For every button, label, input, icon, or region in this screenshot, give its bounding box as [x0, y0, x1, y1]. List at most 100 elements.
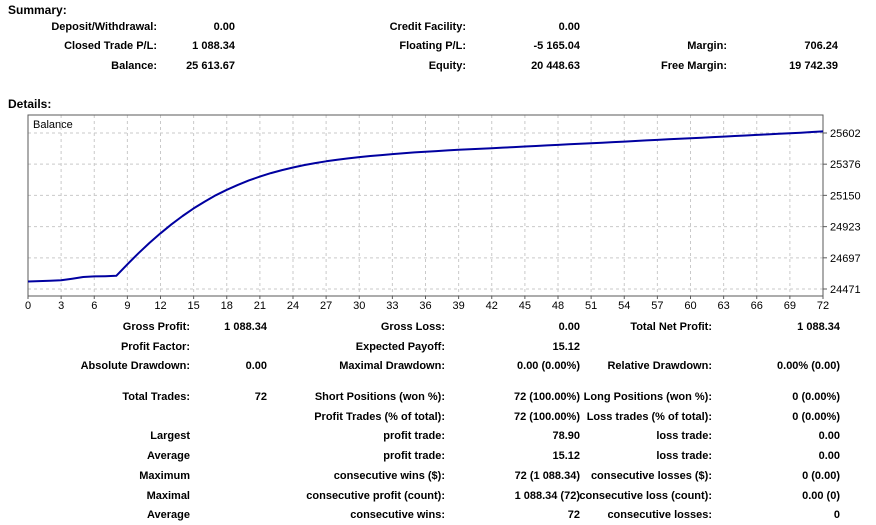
stat-label: loss trade: — [656, 430, 712, 443]
stat-value: 72 — [254, 391, 267, 403]
summary-heading: Summary: — [8, 3, 67, 17]
stat-label: consecutive profit (count): — [306, 489, 445, 502]
stat-value: 72 — [567, 509, 580, 522]
stat-value: 1 088.34 — [797, 321, 840, 333]
stat-value: 72 (100.00%) — [513, 410, 580, 423]
stat-row: Total Trades: 72 Short Positions (won %): 7… — [0, 391, 876, 406]
stat-label: Profit Factor: — [120, 340, 190, 353]
y-axis-label: 25602 — [830, 128, 861, 140]
stat-label: Margin: — [687, 40, 727, 53]
stat-label: Long Positions (won %): — [583, 391, 712, 403]
stat-row: Profit Factor: Expected Payoff: 15.12 — [0, 341, 876, 356]
stat-row: Profit Trades (% of total): 72 (100.00%) L… — [0, 411, 876, 426]
stat-label: profit trade: — [383, 430, 445, 443]
stat-label: profit trade: — [383, 450, 445, 463]
y-axis-label: 25376 — [830, 159, 861, 171]
stat-row: Balance: 25 613.67 Equity: 20 448.63 Free Ma… — [0, 60, 876, 75]
x-axis-label: 63 — [718, 300, 730, 312]
y-axis-label: 24923 — [830, 222, 861, 234]
x-axis-label: 42 — [486, 300, 498, 312]
stat-row: Closed Trade P/L: 1 088.34 Floating P/L: -5… — [0, 40, 876, 55]
stat-value: 1 088.34 — [224, 321, 267, 333]
stat-label: Equity: — [428, 59, 466, 72]
x-axis-label: 60 — [684, 300, 696, 312]
x-axis-label: 66 — [751, 300, 763, 312]
stat-value: 0.00 — [558, 21, 580, 33]
x-axis-label: 36 — [419, 300, 431, 312]
stat-value: 0.00 — [818, 450, 840, 463]
stat-value: 1 088.34 — [192, 40, 235, 53]
stat-row: Absolute Drawdown: 0.00 Maximal Drawdown: 0… — [0, 360, 876, 375]
stat-row: Gross Profit: 1 088.34 Gross Loss: 0.00 Tota… — [0, 321, 876, 336]
stat-label: Floating P/L: — [399, 40, 466, 53]
stat-row: Maximum consecutive wins ($): 72 (1 088.34… — [0, 470, 876, 485]
x-axis-label: 51 — [585, 300, 597, 312]
stat-label: Average — [146, 450, 190, 463]
stat-value: 72 (100.00%) — [513, 391, 580, 403]
details-heading: Details: — [8, 97, 52, 111]
x-axis-label: 12 — [154, 300, 166, 312]
x-axis-label: 6 — [91, 300, 97, 312]
stat-label: Total Net Profit: — [630, 321, 712, 333]
x-axis-label: 21 — [254, 300, 266, 312]
stat-label: Total Trades: — [122, 391, 190, 403]
balance-line — [27, 130, 824, 283]
stat-label: Relative Drawdown: — [607, 360, 712, 372]
y-axis-label: 24471 — [830, 284, 861, 296]
chart-frame — [27, 114, 824, 297]
stat-row: Deposit/Withdrawal: 0.00 Credit Facility: 0… — [0, 21, 876, 36]
stat-label: loss trade: — [656, 450, 712, 463]
x-axis-label: 30 — [353, 300, 365, 312]
stat-label: Closed Trade P/L: — [64, 40, 157, 53]
stat-value: 19 742.39 — [789, 59, 838, 72]
stat-value: 0 — [833, 509, 840, 522]
stat-label: consecutive losses: — [607, 509, 712, 522]
x-axis-label: 9 — [124, 300, 130, 312]
stat-row: Average consecutive wins: 72 consecutive lo… — [0, 509, 876, 524]
x-axis-label: 72 — [817, 300, 829, 312]
stat-value: 0.00 (0.00%) — [517, 360, 580, 372]
x-axis-label: 18 — [221, 300, 233, 312]
x-axis-label: 3 — [58, 300, 64, 312]
stat-label: Loss trades (% of total): — [586, 410, 712, 423]
stat-label: Deposit/Withdrawal: — [51, 21, 157, 33]
stat-value: 1 088.34 (72) — [514, 489, 580, 502]
x-axis-label: 15 — [188, 300, 200, 312]
stat-label: Gross Loss: — [380, 321, 445, 333]
stat-label: consecutive wins: — [350, 509, 445, 522]
stat-row: Average profit trade: 15.12 loss trade: 0.00 — [0, 450, 876, 465]
stat-label: Short Positions (won %): — [314, 391, 445, 403]
stat-value: 72 (1 088.34) — [514, 469, 580, 482]
stat-label: Maximal Drawdown: — [339, 360, 445, 372]
x-axis-label: 45 — [519, 300, 531, 312]
stat-value: 0.00 — [213, 21, 235, 33]
stat-row: Largest profit trade: 78.90 loss trade: 0.00 — [0, 430, 876, 445]
stat-label: Free Margin: — [660, 59, 727, 72]
stat-label: Expected Payoff: — [355, 340, 445, 353]
stat-value: 20 448.63 — [531, 59, 580, 72]
stat-value: 15.12 — [552, 340, 580, 353]
stat-label: consecutive wins ($): — [333, 469, 445, 482]
x-axis-label: 0 — [25, 300, 31, 312]
stat-label: Maximum — [139, 469, 190, 482]
stat-label: Credit Facility: — [389, 21, 466, 33]
stat-value: 0.00% (0.00) — [777, 360, 840, 372]
stat-value: 0.00 — [818, 430, 840, 443]
x-axis-label: 69 — [784, 300, 796, 312]
y-axis-label: 24697 — [830, 253, 861, 265]
stat-value: -5 165.04 — [533, 40, 580, 53]
y-axis-label: 25150 — [830, 190, 861, 202]
stat-value: 78.90 — [552, 430, 580, 443]
stat-label: Absolute Drawdown: — [80, 360, 190, 372]
stat-label: Average — [146, 509, 190, 522]
x-axis-label: 33 — [386, 300, 398, 312]
stat-label: Largest — [150, 430, 190, 443]
chart-legend-label: Balance — [33, 119, 73, 131]
x-axis-label: 24 — [287, 300, 299, 312]
stat-label: Gross Profit: — [122, 321, 190, 333]
stat-value: 0 (0.00%) — [792, 410, 840, 423]
stat-label: consecutive loss (count): — [579, 489, 712, 502]
stat-row: Maximal consecutive profit (count): 1 088.… — [0, 490, 876, 505]
stat-value: 15.12 — [552, 450, 580, 463]
x-axis-label: 27 — [320, 300, 332, 312]
